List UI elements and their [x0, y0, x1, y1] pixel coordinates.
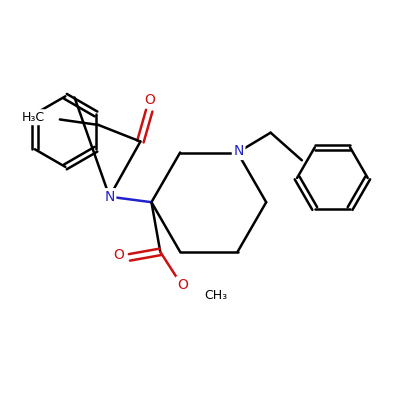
Text: H₃C: H₃C — [21, 111, 44, 124]
Text: CH₃: CH₃ — [204, 290, 228, 302]
Text: O: O — [144, 92, 155, 106]
Text: O: O — [177, 278, 188, 292]
Text: O: O — [113, 248, 124, 262]
Text: N: N — [234, 144, 244, 158]
Text: N: N — [104, 190, 115, 204]
